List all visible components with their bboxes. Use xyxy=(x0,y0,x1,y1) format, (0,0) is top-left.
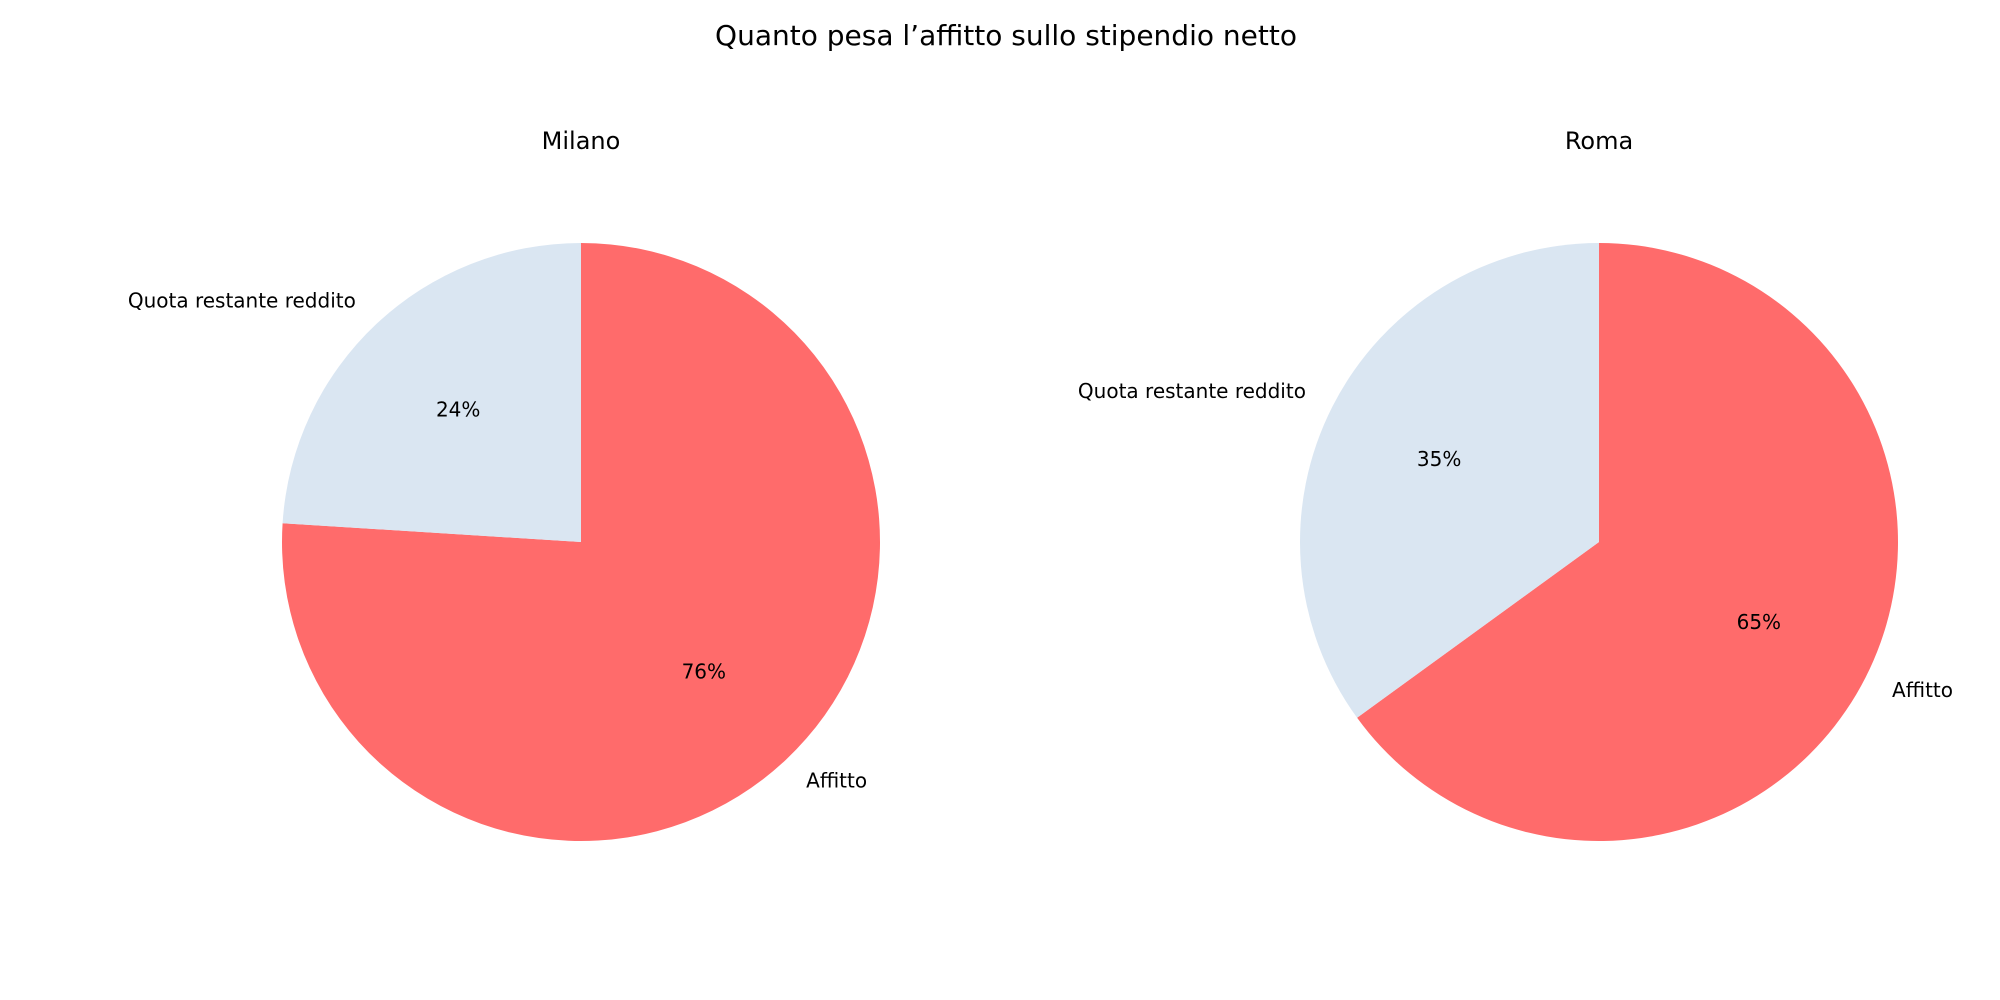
pie-slice xyxy=(282,243,881,841)
slice-label: Affitto xyxy=(806,768,867,792)
subplot-title: Roma xyxy=(1565,127,1633,155)
percent-label: 76% xyxy=(682,659,726,683)
figure-title: Quanto pesa l’affitto sullo stipendio ne… xyxy=(715,19,1297,52)
percent-label: 24% xyxy=(436,398,480,422)
percent-label: 35% xyxy=(1417,447,1461,471)
pie-slice xyxy=(282,243,581,542)
percent-label: 65% xyxy=(1737,610,1781,634)
pie-slice xyxy=(1357,243,1898,841)
slice-label: Quota restante reddito xyxy=(1078,379,1306,403)
slice-label: Quota restante reddito xyxy=(128,289,356,313)
pie-slice xyxy=(1300,243,1599,718)
slice-label: Affitto xyxy=(1892,678,1953,702)
subplot-title: Milano xyxy=(542,127,621,155)
